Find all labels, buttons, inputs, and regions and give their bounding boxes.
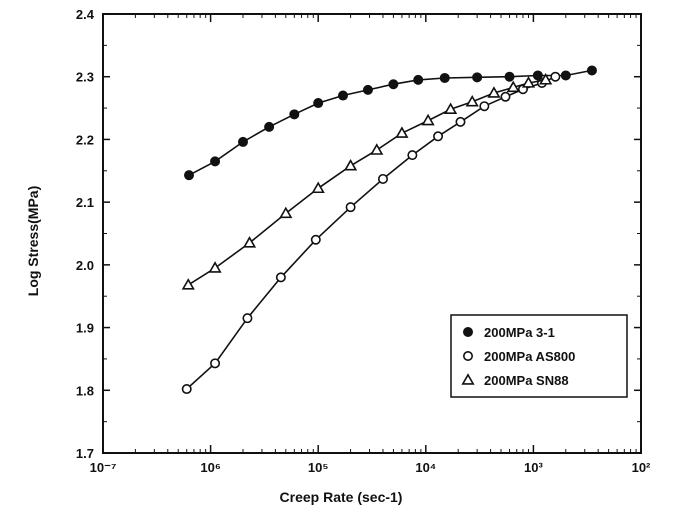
y-tick-label: 2.3 <box>76 70 94 85</box>
data-point <box>344 158 358 171</box>
data-point <box>479 101 490 112</box>
data-point <box>421 113 435 126</box>
data-point <box>242 313 253 324</box>
legend-box <box>450 314 628 398</box>
data-point <box>377 173 388 184</box>
series-3 <box>181 73 553 290</box>
data-point <box>433 131 444 142</box>
series-layer <box>181 65 597 395</box>
data-point <box>455 116 466 127</box>
data-point <box>184 170 195 181</box>
legend: 200MPa 3-1 200MPa AS800 200MPa SN88 <box>450 314 628 398</box>
data-point <box>181 384 192 395</box>
data-point <box>550 71 561 82</box>
series-line <box>188 69 593 176</box>
x-tick-label: 10⁻⁷ <box>90 460 117 475</box>
data-point <box>586 65 597 76</box>
y-axis-label: Log Stress(MPa) <box>25 186 41 296</box>
data-point <box>242 236 257 248</box>
legend-entry: 200MPa SN88 <box>484 373 569 388</box>
legend-entry: 200MPa AS800 <box>484 349 575 364</box>
data-point <box>279 206 293 219</box>
axis-ticks: 1.7 1.8 1.9 2.0 2.1 2.2 2.3 2.4 10⁻⁷ 10⁶ 10⁵ 10⁴ 10³… <box>76 7 651 475</box>
series-line <box>187 79 546 286</box>
data-point <box>337 90 348 101</box>
x-tick-label: 10⁵ <box>308 460 329 475</box>
x-tick-label: 10⁶ <box>200 460 220 475</box>
data-point <box>370 143 384 155</box>
data-point <box>395 126 409 138</box>
series-1 <box>184 65 597 181</box>
legend-marker <box>463 327 473 337</box>
data-point <box>275 272 286 283</box>
data-point <box>237 136 248 147</box>
data-point <box>487 86 501 98</box>
data-point <box>210 358 221 369</box>
data-point <box>560 70 571 81</box>
data-point <box>465 94 479 107</box>
data-point <box>500 91 511 102</box>
data-point <box>444 102 458 115</box>
data-point <box>362 84 373 95</box>
data-point <box>532 70 543 81</box>
y-tick-label: 2.0 <box>76 258 94 273</box>
x-axis-label: Creep Rate (sec-1) <box>280 489 403 505</box>
data-point <box>504 71 515 82</box>
data-point <box>210 156 221 167</box>
y-tick-label: 1.7 <box>76 446 94 461</box>
data-point <box>439 72 450 83</box>
data-point <box>181 278 195 290</box>
data-point <box>264 121 275 132</box>
data-point <box>313 98 324 109</box>
data-point <box>539 73 553 85</box>
y-tick-label: 1.8 <box>76 383 94 398</box>
x-tick-label: 10⁴ <box>415 460 436 475</box>
data-point <box>345 202 356 213</box>
y-tick-label: 2.4 <box>76 7 95 22</box>
y-tick-label: 2.2 <box>76 132 94 147</box>
legend-entry: 200MPa 3-1 <box>484 325 555 340</box>
y-tick-label: 2.1 <box>76 195 94 210</box>
legend-marker <box>461 373 475 385</box>
data-point <box>407 150 418 161</box>
y-tick-label: 1.9 <box>76 321 94 336</box>
data-point <box>311 181 325 194</box>
legend-marker <box>462 350 473 361</box>
data-point <box>521 76 536 88</box>
data-point <box>388 79 399 90</box>
data-point <box>506 80 520 93</box>
x-tick-label: 10² <box>632 460 651 475</box>
data-point <box>310 234 321 245</box>
data-point <box>472 72 483 83</box>
data-point <box>413 74 424 85</box>
data-point <box>289 109 300 120</box>
data-point <box>208 261 222 273</box>
x-tick-label: 10³ <box>524 460 543 475</box>
